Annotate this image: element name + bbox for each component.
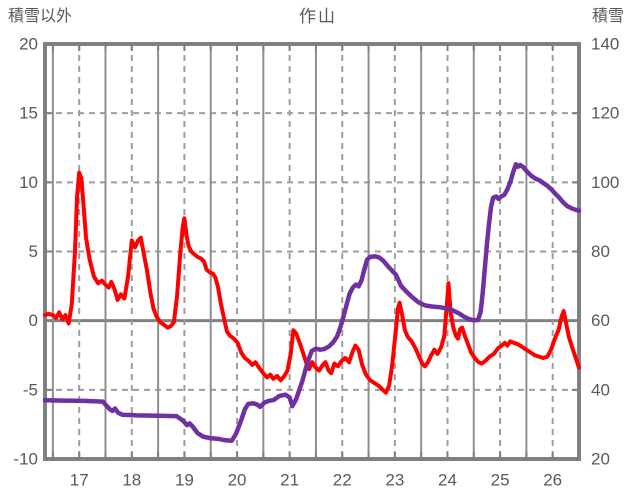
left-axis-tick-label: 0 — [29, 311, 38, 330]
right-axis-title: 積雪 — [591, 8, 624, 25]
right-axis-tick-label: 20 — [591, 450, 610, 469]
right-axis-tick-label: 100 — [591, 173, 619, 192]
left-axis-tick-label: -5 — [23, 380, 38, 399]
series-line-purple — [42, 162, 582, 443]
series-line-red — [43, 170, 581, 395]
plot-frame — [43, 42, 581, 461]
x-axis-tick-label: 20 — [228, 471, 247, 490]
x-axis-tick-label: 21 — [280, 471, 299, 490]
vertical-gridlines — [51, 44, 554, 459]
horizontal-gridlines — [45, 112, 579, 391]
left-axis-tick-label: 15 — [19, 104, 38, 123]
x-axis-tick-label: 26 — [543, 471, 562, 490]
x-axis-tick-label: 17 — [70, 471, 89, 490]
x-axis-tick-label: 19 — [175, 471, 194, 490]
right-axis-tick-label: 140 — [591, 35, 619, 54]
left-axis-tick-label: 20 — [19, 35, 38, 54]
x-axis-tick-label: 24 — [438, 471, 457, 490]
right-axis-tick-label: 40 — [591, 380, 610, 399]
left-axis-title: 積雪以外 — [8, 8, 73, 25]
x-axis-tick-label: 22 — [333, 471, 352, 490]
tick-labels: 20 15 10 5 0 -5 -10 140 120 100 80 60 40 20 17 18 19 20 21… — [13, 35, 619, 490]
x-axis-tick-label: 23 — [385, 471, 404, 490]
left-axis-tick-label: -10 — [13, 450, 38, 469]
right-axis-tick-label: 120 — [591, 104, 619, 123]
x-axis-tick-label: 25 — [491, 471, 510, 490]
chart-title: 作山 — [299, 7, 337, 26]
right-axis-tick-label: 80 — [591, 242, 610, 261]
axis-ticks — [45, 43, 579, 460]
left-axis-tick-label: 5 — [29, 242, 38, 261]
x-axis-tick-label: 18 — [122, 471, 141, 490]
right-axis-tick-label: 60 — [591, 311, 610, 330]
left-axis-tick-label: 10 — [19, 173, 38, 192]
